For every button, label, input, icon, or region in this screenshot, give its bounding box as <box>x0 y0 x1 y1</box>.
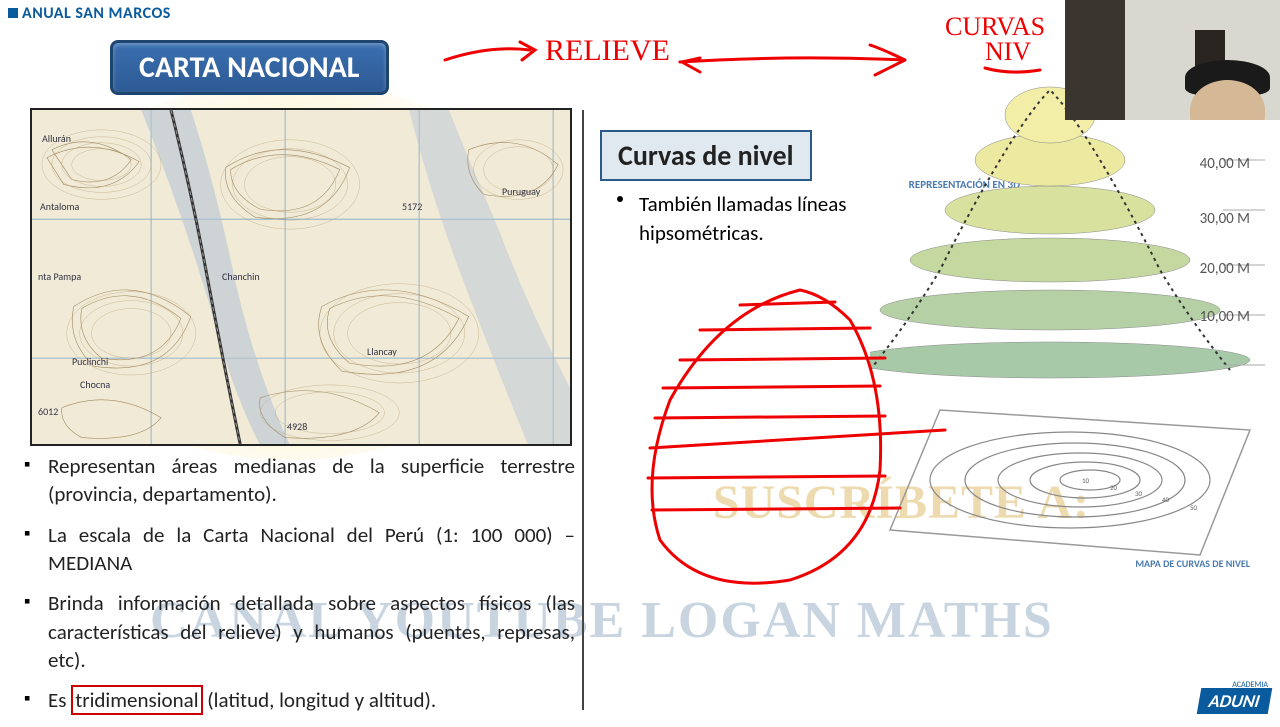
svg-text:40: 40 <box>1162 495 1170 504</box>
topographic-map: Allurán Antaloma nta Pampa Puclinchi Chocna C… <box>30 108 572 446</box>
svg-text:RELIEVE: RELIEVE <box>545 34 670 67</box>
main-title: CARTA NACIONAL <box>110 40 389 95</box>
bullet-list: Representan áreas medianas de la superfi… <box>20 452 575 727</box>
bullet-item: Es tridimensional (latitud, longitud y a… <box>20 686 575 714</box>
vertical-divider <box>582 110 584 710</box>
aduni-logo: ADUNI <box>1197 688 1272 714</box>
elev-label-1: 40,00 M <box>1200 155 1250 173</box>
map-label: Chanchin <box>222 270 260 283</box>
svg-text:30: 30 <box>1135 489 1143 498</box>
svg-text:50: 50 <box>1190 503 1198 512</box>
bullet-item: Brinda información detallada sobre aspec… <box>20 589 575 674</box>
svg-text:10: 10 <box>1082 476 1090 485</box>
map-label: 6012 <box>38 405 58 418</box>
brand-label: ANUAL SAN MARCOS <box>8 4 171 23</box>
elev-label-2: 30,00 M <box>1200 210 1250 228</box>
right-bullet: También llamadas líneas hipsométricas. <box>605 190 855 249</box>
contour-caption: MAPA DE CURVAS DE NIVEL <box>1135 557 1250 570</box>
elev-label-4: 10,00 M <box>1200 308 1250 326</box>
map-label: Chocna <box>80 378 110 391</box>
svg-text:CURVAS: CURVAS <box>945 12 1045 41</box>
webcam-overlay <box>1065 0 1280 120</box>
elev-label-3: 20,00 M <box>1200 260 1250 278</box>
map-label: 4928 <box>287 420 307 433</box>
map-label: Allurán <box>42 132 71 145</box>
map-label: 5172 <box>402 200 422 213</box>
bullet-item: Representan áreas medianas de la superfi… <box>20 452 575 509</box>
map-label: Puclinchi <box>72 355 108 368</box>
contour-map-2d: 10 20 30 40 50 <box>880 400 1260 560</box>
map-label: Llancay <box>367 345 397 358</box>
curvas-title: Curvas de nivel <box>600 130 812 181</box>
map-label: nta Pampa <box>38 270 81 283</box>
bullet-item: La escala de la Carta Nacional del Perú … <box>20 521 575 578</box>
svg-text:20: 20 <box>1110 483 1118 492</box>
map-label: Puruguay <box>502 185 540 198</box>
map-label: Antaloma <box>40 200 79 213</box>
